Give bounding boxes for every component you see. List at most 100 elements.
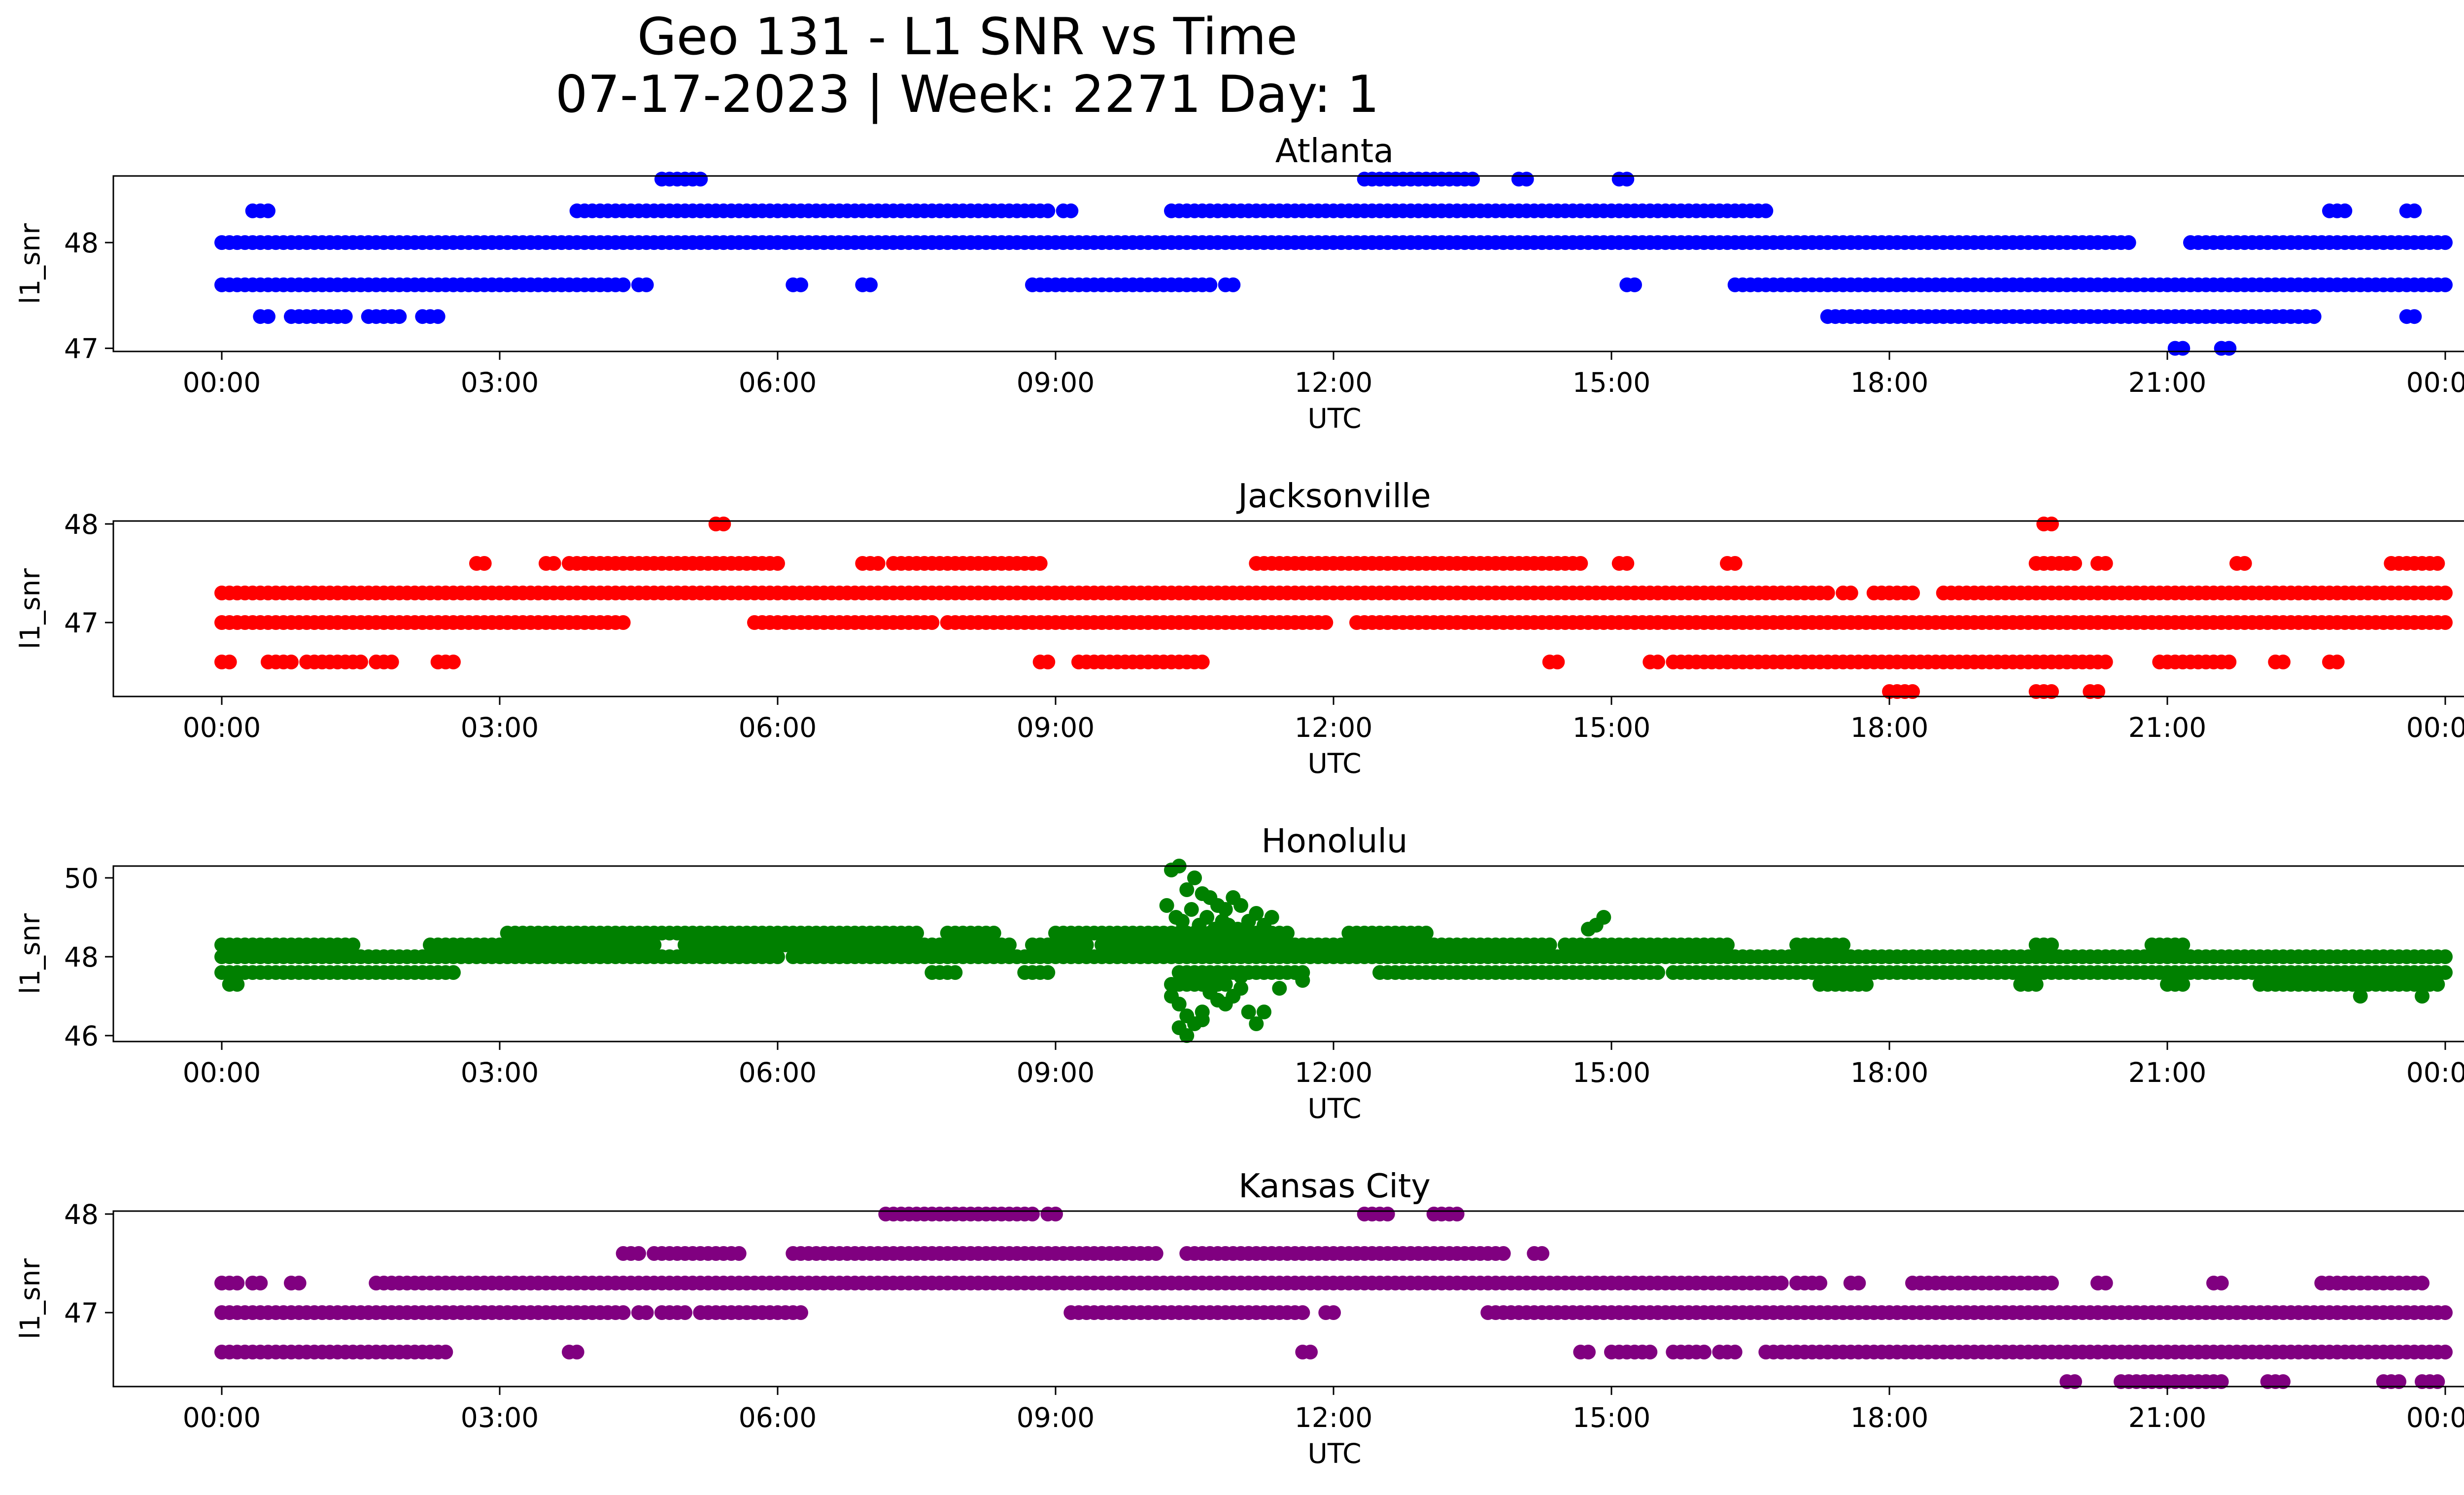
y-tick-label: 48: [64, 941, 99, 973]
x-tick-label: 00:00: [183, 1057, 261, 1088]
data-point: [2337, 203, 2353, 218]
subplot-title: Kansas City: [1238, 1167, 1431, 1205]
data-point: [1040, 203, 1056, 218]
data-point: [616, 277, 631, 292]
data-point: [2438, 949, 2453, 964]
data-point: [2098, 1276, 2113, 1290]
data-point: [1032, 556, 1048, 571]
data-point: [2438, 965, 2453, 980]
data-point: [863, 277, 878, 292]
data-point: [222, 655, 237, 669]
data-point: [2044, 1276, 2059, 1290]
data-point: [446, 655, 461, 669]
y-tick-label: 48: [64, 227, 99, 259]
data-point: [477, 556, 492, 571]
x-tick-label: 21:00: [2128, 1057, 2207, 1088]
data-point: [2430, 556, 2445, 571]
x-tick-label: 06:00: [739, 367, 817, 398]
y-tick-label: 47: [64, 1297, 99, 1329]
data-point: [1581, 922, 1596, 937]
data-point: [678, 1305, 692, 1320]
x-axis-label: UTC: [1307, 1438, 1361, 1469]
data-point: [1851, 1276, 1866, 1290]
data-point: [1048, 1207, 1063, 1221]
data-point: [1650, 965, 1665, 980]
y-tick-label: 50: [64, 863, 99, 894]
data-point: [2175, 341, 2190, 356]
y-tick-label: 46: [64, 1020, 99, 1052]
data-point: [1303, 1345, 1318, 1359]
data-point: [261, 203, 275, 218]
data-point: [1720, 938, 1735, 952]
data-point: [230, 1276, 245, 1290]
data-point: [1380, 1207, 1395, 1221]
data-point: [616, 615, 631, 630]
data-point: [1226, 277, 1241, 292]
subplot-kansas-city: Kansas City 00:00 03:00 06:00 09:00 12:00 15:0…: [14, 1167, 2464, 1469]
data-point: [731, 1246, 747, 1261]
x-tick-label: 09:00: [1017, 367, 1095, 398]
data-point: [2415, 1276, 2430, 1290]
data-point: [1619, 556, 1635, 571]
x-tick-label: 15:00: [1573, 712, 1651, 743]
x-axis-label: UTC: [1307, 748, 1361, 779]
x-tick-label: 06:00: [739, 1402, 817, 1433]
data-point: [345, 938, 361, 952]
data-point: [1159, 898, 1174, 913]
data-point: [986, 926, 1001, 940]
subplot-title: Jacksonville: [1236, 477, 1431, 515]
data-point: [2407, 309, 2422, 324]
data-point: [1179, 882, 1195, 897]
data-point: [2438, 277, 2453, 292]
data-point: [2415, 989, 2430, 1004]
y-tick-label: 48: [64, 509, 99, 540]
data-point: [1650, 655, 1665, 669]
data-point: [909, 926, 924, 940]
data-point: [2353, 989, 2368, 1004]
data-point: [1643, 1345, 1658, 1359]
data-point: [384, 655, 399, 669]
axes-frame: [112, 175, 2464, 352]
x-tick-label: 00:00: [183, 712, 261, 743]
data-point: [1195, 1012, 1210, 1027]
data-point: [430, 309, 445, 324]
data-points: [214, 172, 2453, 356]
x-tick-label: 21:00: [2128, 367, 2207, 398]
data-point: [2237, 556, 2252, 571]
data-point: [2276, 655, 2291, 669]
data-point: [1295, 1305, 1310, 1320]
data-point: [1233, 981, 1248, 996]
axes-frame: [112, 520, 2464, 697]
data-point: [569, 1345, 584, 1359]
x-tick-label: 03:00: [461, 1057, 539, 1088]
data-point: [1581, 1345, 1596, 1359]
x-tick-label: 00:00: [183, 367, 261, 398]
data-point: [1199, 910, 1215, 925]
data-point: [1218, 977, 1233, 992]
x-tick-label: 03:00: [461, 1402, 539, 1433]
data-point: [1542, 938, 1557, 952]
data-point: [392, 309, 407, 324]
data-point: [1820, 586, 1835, 600]
data-point: [647, 938, 662, 952]
data-point: [1249, 1016, 1264, 1031]
data-point: [1619, 172, 1635, 187]
x-tick-label: 18:00: [1850, 367, 1929, 398]
data-point: [1257, 918, 1271, 933]
data-point: [2175, 977, 2190, 992]
subplot-title: Honolulu: [1262, 822, 1408, 860]
data-point: [1535, 1246, 1549, 1261]
x-tick-label: 18:00: [1850, 712, 1929, 743]
data-point: [2222, 655, 2237, 669]
data-point: [1148, 1246, 1164, 1261]
subplot-jacksonville: Jacksonville 00:00 03:00 06:00 09:00 12:00 15:…: [14, 477, 2464, 779]
x-tick-label: 12:00: [1295, 712, 1373, 743]
data-point: [2175, 938, 2190, 952]
data-points: [214, 859, 2453, 1043]
data-point: [870, 556, 886, 571]
data-point: [1627, 277, 1642, 292]
data-point: [284, 655, 299, 669]
data-point: [1326, 1305, 1341, 1320]
data-points: [214, 517, 2453, 699]
